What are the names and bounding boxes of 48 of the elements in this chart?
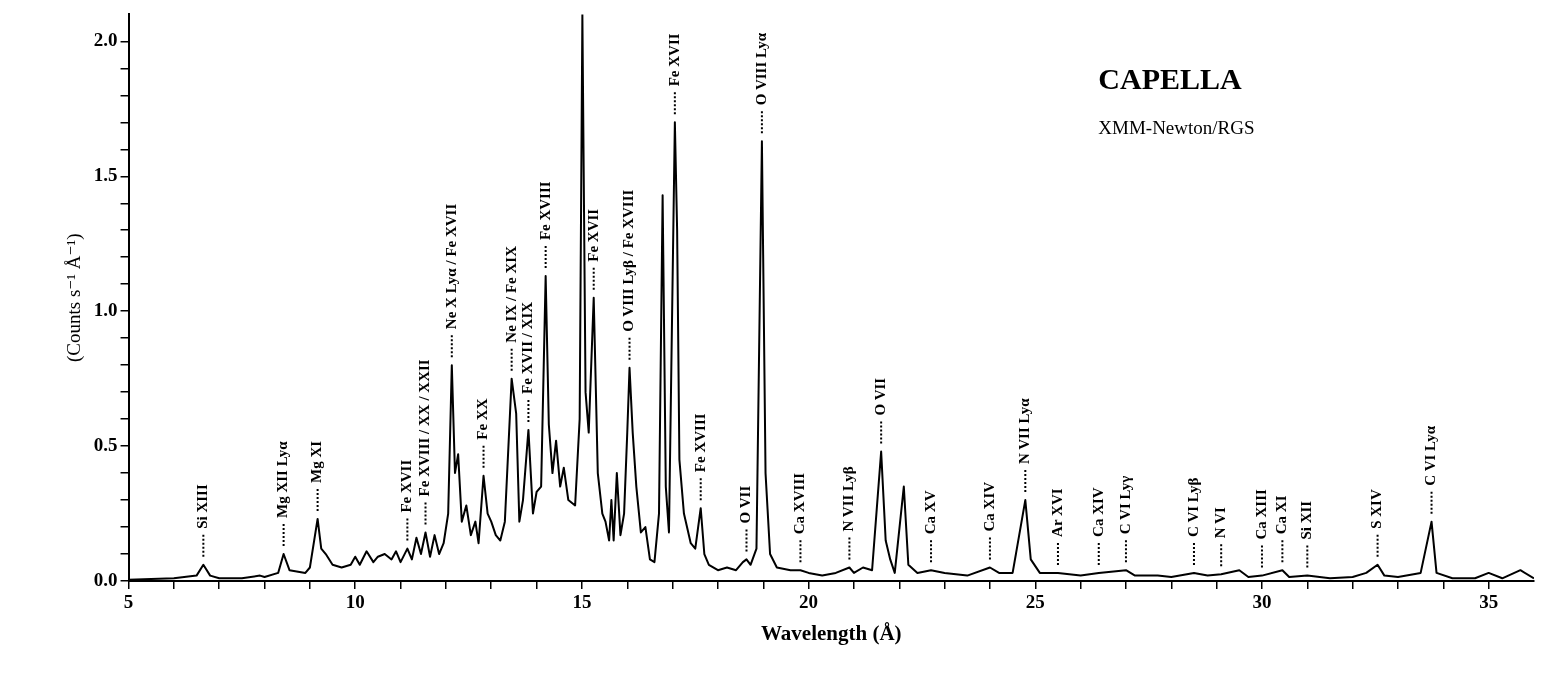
annotation: Si XIII bbox=[194, 484, 211, 529]
y-tick-label: 0.5 bbox=[93, 434, 118, 455]
x-tick-label: 5 bbox=[123, 591, 134, 613]
annotation: Ar XVI bbox=[1048, 488, 1065, 537]
annotation: O VIII Lyβ / Fe XVIII bbox=[620, 189, 637, 332]
x-tick-label: 10 bbox=[345, 591, 365, 613]
annotation: C VI Lyγ bbox=[1116, 475, 1133, 535]
annotation: Fe XX bbox=[474, 398, 491, 440]
annotation: Fe XVII / XIX bbox=[519, 301, 536, 394]
annotation: N VII Lyα bbox=[1016, 397, 1033, 465]
text: CAPELLA bbox=[1098, 62, 1242, 96]
annotation: C VI Lyβ bbox=[1184, 477, 1201, 537]
annotation: Ca XIV bbox=[980, 481, 997, 532]
annotation: Fe XVIII bbox=[536, 181, 553, 241]
x-tick-label: 25 bbox=[1025, 591, 1045, 613]
text: XMM-Newton/RGS bbox=[1098, 117, 1255, 139]
x-tick-label: 20 bbox=[799, 591, 819, 613]
annotation: Fe XVII bbox=[398, 459, 415, 513]
annotation: Fe XVII bbox=[584, 208, 601, 262]
annotation: Fe XVIII / XX / XXII bbox=[416, 359, 433, 497]
y-tick-label: 0.0 bbox=[93, 568, 118, 590]
y-axis-title: (Counts s⁻¹ Å⁻¹) bbox=[63, 233, 86, 362]
x-tick-label: 15 bbox=[572, 591, 592, 613]
x-axis-title: Wavelength (Å) bbox=[760, 620, 902, 645]
annotation: Si XII bbox=[1298, 500, 1315, 540]
annotation: O VIII Lyα bbox=[752, 32, 769, 106]
annotation: Ca XIV bbox=[1089, 487, 1106, 537]
annotation: N VI bbox=[1212, 507, 1229, 539]
annotation: O VII bbox=[872, 377, 889, 416]
annotation: Ca XV bbox=[921, 490, 938, 535]
annotation: Fe XVIII bbox=[691, 413, 708, 473]
annotation: N VII Lyβ bbox=[840, 466, 857, 532]
annotation: Ne IX / Fe XIX bbox=[502, 245, 519, 343]
annotation: Mg XI bbox=[308, 440, 325, 483]
y-tick-label: 1.0 bbox=[93, 299, 118, 321]
x-tick-label: 30 bbox=[1252, 591, 1272, 613]
annotation: O VII bbox=[737, 485, 754, 524]
x-tick-label: 35 bbox=[1479, 591, 1499, 613]
annotation: S XIV bbox=[1368, 489, 1385, 529]
annotation: Ne X Lyα / Fe XVII bbox=[442, 203, 459, 330]
annotation: Fe XVII bbox=[665, 33, 682, 87]
annotation: Mg XII Lyα bbox=[274, 440, 291, 519]
annotation: Ca XVIII bbox=[791, 472, 808, 535]
y-tick-label: 2.0 bbox=[93, 29, 118, 51]
annotation: Ca XI bbox=[1273, 495, 1290, 535]
annotation: Ca XIII bbox=[1252, 489, 1269, 540]
annotation: C VI Lyα bbox=[1422, 425, 1439, 486]
y-tick-label: 1.5 bbox=[93, 164, 118, 186]
